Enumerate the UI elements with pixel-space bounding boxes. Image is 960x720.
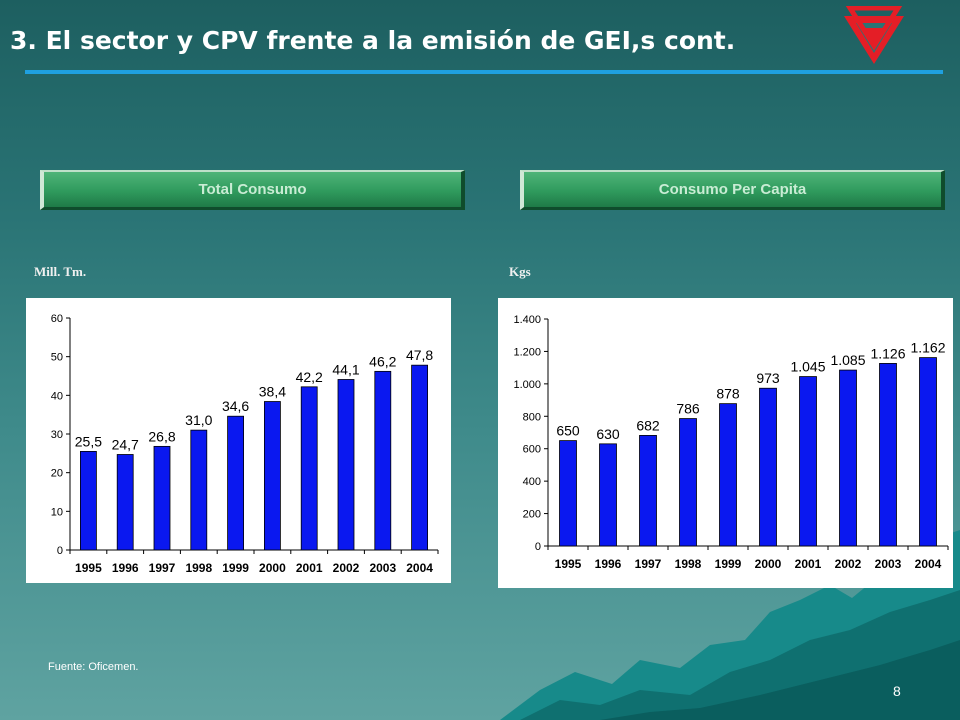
data-label-1995: 25,5 bbox=[75, 433, 102, 449]
data-label-1997: 26,8 bbox=[148, 428, 175, 444]
data-label-2000: 973 bbox=[756, 370, 780, 386]
x-tick-label-1997: 1997 bbox=[635, 557, 662, 571]
y-tick-label: 60 bbox=[51, 313, 63, 325]
x-tick-label-1998: 1998 bbox=[675, 557, 702, 571]
bar-total-2004 bbox=[411, 364, 429, 551]
y-tick-label: 600 bbox=[523, 444, 541, 456]
data-label-1998: 31,0 bbox=[185, 412, 212, 428]
x-tick-label-1995: 1995 bbox=[555, 557, 582, 571]
page-number: 8 bbox=[893, 683, 901, 699]
bar-total-1997 bbox=[153, 445, 171, 551]
chart-total-consumo-svg: 0 10 20 30 40 50 60 25,5 1995 24,7 1996 26,8 1997 31,… bbox=[51, 313, 439, 575]
data-label-2004: 1.162 bbox=[910, 340, 945, 356]
y-tick-label: 10 bbox=[51, 506, 63, 518]
bar-per-capita-1995 bbox=[559, 440, 577, 547]
chart-consumo-per-capita: 0 200 400 600 800 1.000 1.200 1.400 650 1995 630 19… bbox=[498, 298, 953, 588]
x-tick-label-2001: 2001 bbox=[296, 561, 323, 575]
x-tick-label-2002: 2002 bbox=[835, 557, 862, 571]
y-tick-label: 20 bbox=[51, 468, 63, 480]
x-tick-label-2000: 2000 bbox=[259, 561, 286, 575]
y-tick-label: 40 bbox=[51, 390, 63, 402]
source-note: Fuente: Oficemen. bbox=[48, 661, 139, 673]
x-tick-label-1999: 1999 bbox=[222, 561, 249, 575]
x-tick-label-2003: 2003 bbox=[875, 557, 902, 571]
bar-per-capita-1997 bbox=[639, 435, 657, 547]
x-tick-label-2000: 2000 bbox=[755, 557, 782, 571]
data-label-2000: 38,4 bbox=[259, 384, 286, 400]
data-label-2003: 46,2 bbox=[369, 353, 396, 369]
bar-total-2001 bbox=[300, 386, 318, 551]
data-label-2002: 44,1 bbox=[332, 361, 359, 377]
y-tick-label: 400 bbox=[523, 476, 541, 488]
x-tick-label-2001: 2001 bbox=[795, 557, 822, 571]
bar-per-capita-1996 bbox=[599, 443, 617, 547]
x-tick-label-2002: 2002 bbox=[333, 561, 360, 575]
bar-per-capita-1999 bbox=[719, 403, 737, 547]
x-tick-label-1999: 1999 bbox=[715, 557, 742, 571]
bar-total-1995 bbox=[80, 450, 97, 551]
company-logo-icon bbox=[844, 6, 904, 64]
data-label-1998: 786 bbox=[676, 401, 700, 417]
panel-header-consumo-per-capita: Consumo Per Capita bbox=[520, 170, 945, 210]
data-label-1999: 878 bbox=[716, 386, 740, 402]
data-label-2004: 47,8 bbox=[406, 347, 433, 363]
x-tick-label-2004: 2004 bbox=[406, 561, 433, 575]
data-label-1999: 34,6 bbox=[222, 398, 249, 414]
data-label-1995: 650 bbox=[556, 423, 580, 439]
data-label-1996: 630 bbox=[596, 426, 620, 442]
bar-per-capita-1998 bbox=[679, 418, 697, 547]
y-tick-label: 800 bbox=[523, 411, 541, 423]
bar-per-capita-2001 bbox=[799, 376, 817, 547]
data-label-2003: 1.126 bbox=[870, 345, 905, 361]
y-tick-label: 0 bbox=[57, 545, 63, 557]
bar-total-2000 bbox=[263, 401, 281, 551]
y-tick-label: 200 bbox=[523, 509, 541, 521]
y-tick-label: 1.000 bbox=[513, 379, 541, 391]
y-tick-label: 1.200 bbox=[513, 346, 541, 358]
chart-consumo-per-capita-svg: 0 200 400 600 800 1.000 1.200 1.400 650 1995 630 19… bbox=[513, 314, 949, 571]
bar-total-1998 bbox=[190, 429, 208, 551]
data-label-1996: 24,7 bbox=[112, 436, 139, 452]
y-tick-label: 0 bbox=[535, 541, 541, 553]
bar-total-2003 bbox=[374, 370, 392, 551]
chart-total-consumo: 0 10 20 30 40 50 60 25,5 1995 24,7 1996 26,8 1997 31,… bbox=[26, 298, 451, 583]
y-tick-label: 1.400 bbox=[513, 314, 541, 326]
slide-title: 3. El sector y CPV frente a la emisión d… bbox=[10, 26, 736, 55]
bar-total-1996 bbox=[116, 454, 134, 551]
panel-header-total-consumo: Total Consumo bbox=[40, 170, 465, 210]
x-tick-label-1998: 1998 bbox=[185, 561, 212, 575]
x-tick-label-1996: 1996 bbox=[112, 561, 139, 575]
bar-per-capita-2004 bbox=[919, 357, 937, 547]
x-tick-label-2004: 2004 bbox=[915, 557, 942, 571]
bar-per-capita-2003 bbox=[879, 363, 897, 547]
bar-total-2002 bbox=[337, 379, 355, 551]
bar-per-capita-2002 bbox=[839, 369, 857, 547]
unit-label-per-capita: Kgs bbox=[509, 264, 531, 279]
x-tick-label-1996: 1996 bbox=[595, 557, 622, 571]
bar-per-capita-2000 bbox=[759, 387, 777, 547]
x-tick-label-1997: 1997 bbox=[149, 561, 176, 575]
unit-label-total: Mill. Tm. bbox=[34, 264, 87, 279]
data-label-2001: 1.045 bbox=[790, 359, 825, 375]
data-label-1997: 682 bbox=[636, 417, 660, 433]
data-label-2001: 42,2 bbox=[296, 369, 323, 385]
bar-total-1999 bbox=[227, 415, 245, 551]
title-underline bbox=[25, 70, 943, 74]
data-label-2002: 1.085 bbox=[830, 352, 865, 368]
x-tick-label-1995: 1995 bbox=[75, 561, 102, 575]
x-tick-label-2003: 2003 bbox=[369, 561, 396, 575]
y-tick-label: 30 bbox=[51, 429, 63, 441]
y-tick-label: 50 bbox=[51, 352, 63, 364]
